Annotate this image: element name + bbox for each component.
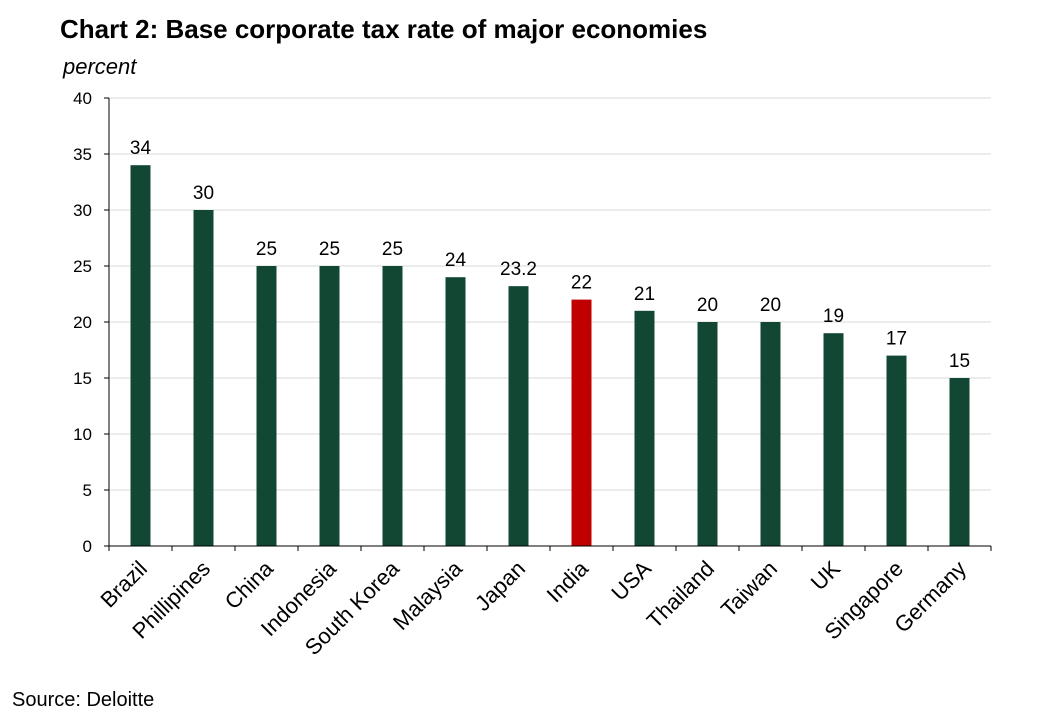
x-tick-label: China [220, 555, 279, 614]
data-labels: 34 30 25 25 25 24 23.2 22 21 20 20 19 17 15 [130, 138, 970, 372]
y-axis-unit-label: percent [63, 54, 137, 79]
x-tick-label: Thailand [642, 556, 719, 633]
bar-brazil [130, 165, 151, 546]
y-tick-label: 15 [73, 369, 92, 388]
axes [104, 97, 992, 551]
data-label: 25 [382, 239, 403, 260]
bar-uk [823, 333, 844, 546]
bar-taiwan [760, 322, 781, 546]
y-tick-label: 10 [73, 425, 92, 444]
y-tick-labels: 0 5 10 15 20 25 30 35 40 [73, 89, 92, 556]
bar-indonesia [319, 266, 340, 546]
bar-malaysia [445, 277, 466, 546]
source-note: Source: Deloitte [12, 689, 155, 711]
data-label: 15 [949, 351, 970, 372]
x-tick-label: USA [606, 556, 656, 606]
data-label: 19 [823, 306, 844, 327]
x-tick-label: Taiwan [716, 556, 782, 622]
data-label: 34 [130, 138, 152, 159]
data-label: 23.2 [500, 259, 537, 280]
bar-south-korea [382, 266, 403, 546]
bar-china [256, 266, 277, 546]
data-label: 20 [697, 295, 718, 316]
y-tick-label: 5 [83, 481, 92, 500]
data-label: 30 [193, 183, 214, 204]
data-label: 22 [571, 273, 592, 294]
x-tick-label: Brazil [95, 556, 152, 613]
gridlines [109, 97, 991, 491]
x-tick-label: Malaysia [388, 555, 468, 635]
data-label: 20 [760, 295, 781, 316]
y-tick-label: 0 [83, 537, 92, 556]
data-label: 24 [445, 250, 467, 271]
x-tick-label: India [542, 555, 594, 607]
bar-singapore [886, 355, 907, 546]
data-label: 25 [256, 239, 277, 260]
x-tick-label: Japan [470, 556, 530, 616]
x-tick-label: UK [806, 556, 846, 596]
y-tick-label: 40 [73, 89, 92, 108]
y-tick-label: 35 [73, 145, 92, 164]
data-label: 25 [319, 239, 340, 260]
bar-japan [508, 286, 529, 546]
bar-india [571, 299, 592, 546]
data-label: 17 [886, 329, 907, 350]
bars [130, 165, 970, 546]
y-tick-label: 30 [73, 201, 92, 220]
data-label: 21 [634, 284, 655, 305]
y-tick-label: 25 [73, 257, 92, 276]
bar-germany [949, 378, 970, 546]
bar-phillipines [193, 210, 214, 546]
chart-title: Chart 2: Base corporate tax rate of majo… [60, 14, 708, 44]
y-tick-label: 20 [73, 313, 92, 332]
bar-thailand [697, 322, 718, 546]
bar-usa [634, 310, 655, 546]
